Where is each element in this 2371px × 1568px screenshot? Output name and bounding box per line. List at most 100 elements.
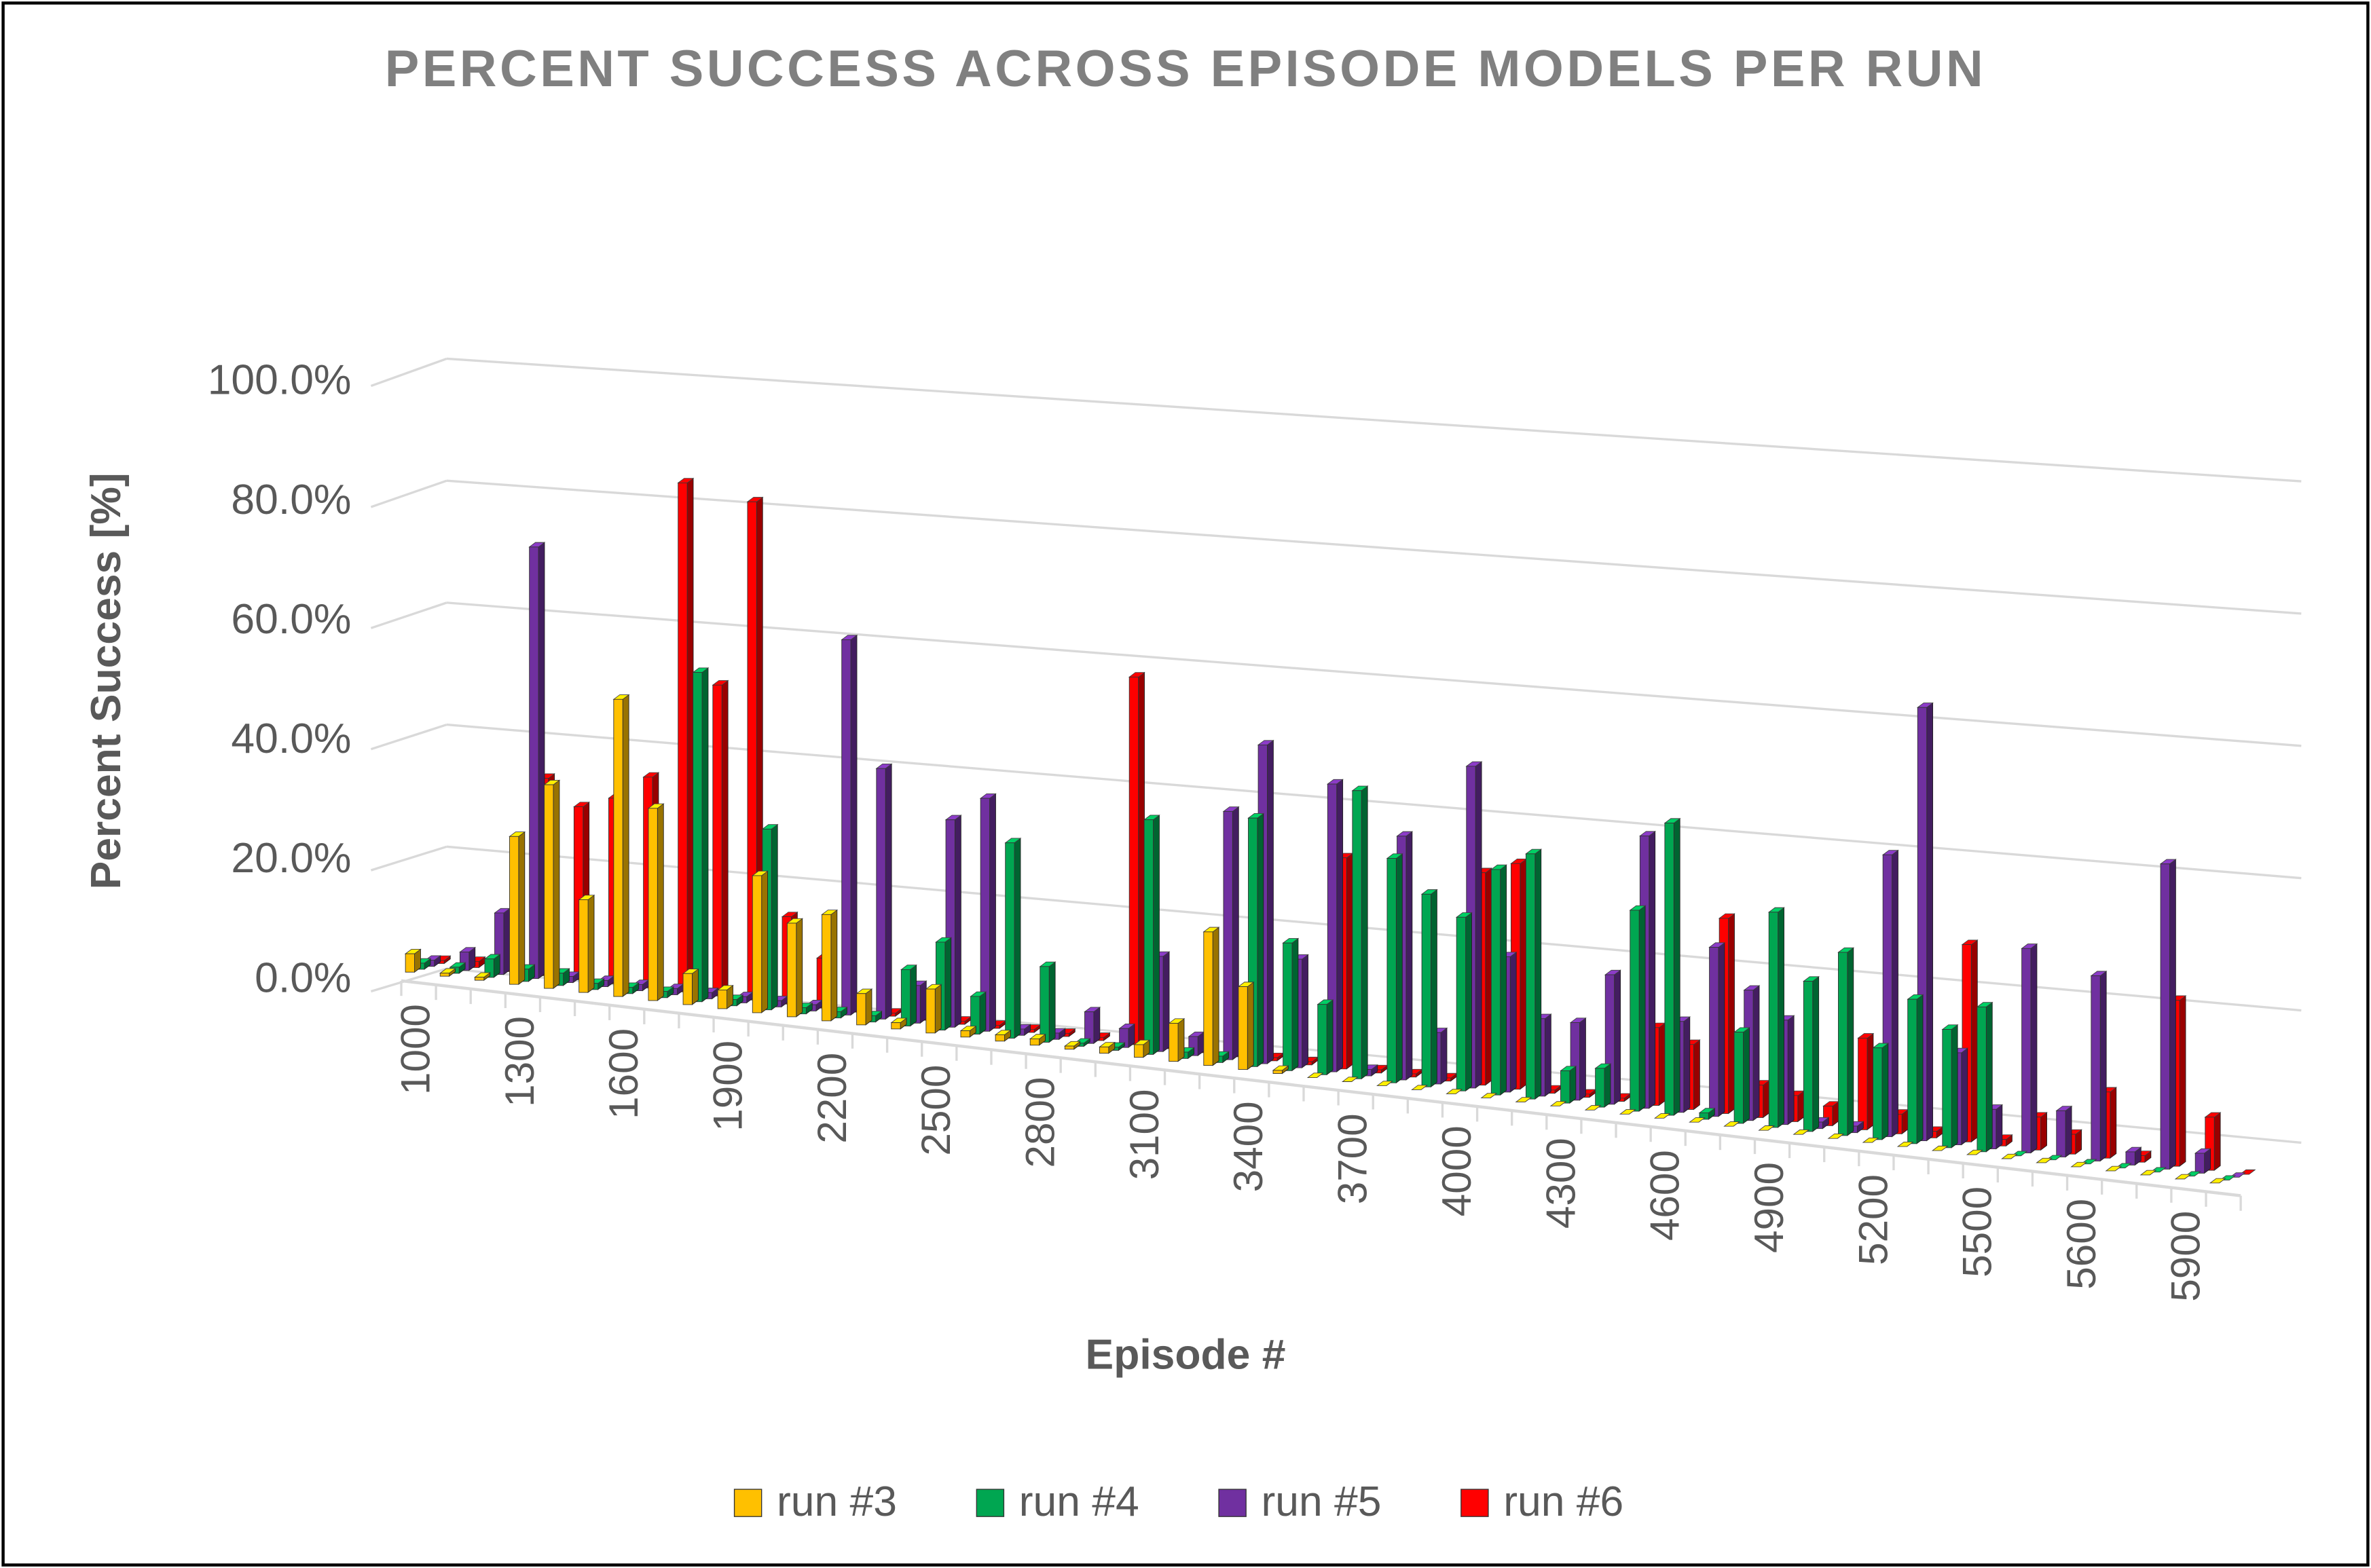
bar [970,991,987,1035]
bar-side [1475,761,1482,1089]
grid-line [370,479,447,508]
bar-front [891,1022,901,1030]
bar-front [1873,1047,1883,1140]
bar [1803,975,1820,1132]
bar-side [1346,853,1353,1070]
bar-side [1153,815,1160,1056]
bar-top [1306,1072,1324,1078]
bar [1351,785,1369,1080]
x-tick-label: 1600 [601,1028,646,1119]
bar-top [1584,1105,1602,1110]
bar [2194,1148,2211,1174]
bar-front [1283,942,1293,1071]
bar [1341,1077,1359,1082]
bar-top [2105,1165,2122,1172]
bar-side [1093,1007,1101,1045]
bar-side [1693,1039,1700,1110]
bar [1222,806,1240,1060]
y-tick-label: 20.0% [231,834,351,882]
bar [821,909,839,1022]
x-tick-label: 3700 [1330,1113,1376,1204]
bar [1664,817,1681,1116]
bar [1525,848,1543,1100]
bar-front [1223,810,1233,1060]
bar [1569,1017,1587,1101]
bar-front [856,993,866,1026]
bar-side [1683,1016,1691,1113]
x-axis-title: Episode # [1086,1331,1286,1379]
bar [1202,927,1220,1066]
bar-front [1272,1070,1283,1074]
grid-line [370,845,447,872]
x-tick-label: 5200 [1850,1174,1896,1265]
bar-front [1421,893,1431,1087]
bar-front [439,973,450,977]
bar-side [721,679,729,997]
bar [1862,1137,1879,1143]
bar-top [2209,1178,2226,1184]
bar-side [1985,1001,1993,1153]
bar [1326,779,1344,1072]
bar [2070,1161,2088,1168]
bar-side [518,831,526,986]
bar-side [1812,975,1820,1132]
bar-front [1942,1029,1952,1149]
bar-side [1718,941,1725,1117]
chart-title: PERCENT SUCCESS ACROSS EPISODE MODELS PE… [385,40,1986,98]
bar [890,1018,908,1030]
x-tick-label: 3100 [1122,1089,1167,1180]
bar-front [1084,1011,1095,1044]
bar [1976,1001,1993,1153]
bar-front [925,988,936,1034]
bar-side [761,870,769,1013]
bar-top [2174,1174,2192,1180]
bar-top [1931,1145,1949,1151]
bar [1594,1063,1612,1108]
bar [1619,1109,1636,1115]
bar-front [1203,931,1213,1066]
bar [1733,1027,1750,1124]
bar [1560,1065,1577,1104]
bar [1099,1041,1116,1054]
bar [1306,1072,1324,1078]
bar-side [2040,1112,2047,1151]
bar [1411,1085,1429,1090]
bar-top [1549,1101,1567,1106]
y-tick-label: 60.0% [231,595,351,643]
bar [528,542,546,979]
bar [612,694,630,997]
bar [2139,1170,2157,1176]
bar-front [960,1030,970,1038]
legend-swatch [1460,1489,1489,1517]
bar-side [830,909,838,1022]
bar [2159,859,2177,1170]
bar-front [474,977,485,981]
bar-side [1048,961,1056,1043]
bar-side [2179,995,2186,1168]
bar [1386,853,1403,1084]
x-tick-label: 1300 [497,1016,543,1107]
bar-side [1787,1015,1795,1125]
bar-top [1966,1149,1983,1155]
bar-side [1996,1104,2003,1150]
bar-top [2139,1170,2157,1176]
bar-front [1099,1046,1109,1054]
bar-top [1653,1113,1671,1119]
bar-side [1291,937,1299,1072]
bar-side [1267,739,1274,1064]
bar-side [2099,970,2107,1162]
bar [1931,1145,1949,1151]
bar-side [1336,779,1344,1072]
bar-side [979,991,987,1035]
bar [578,894,595,993]
bar-top [1896,1141,1914,1147]
bar [543,779,561,989]
bar-front [2125,1151,2135,1165]
bar [2105,1165,2122,1172]
bar-side [2065,1105,2072,1158]
bar-front [1317,1004,1327,1075]
grid-line [370,357,447,388]
bar-side [587,894,595,993]
bar-front [509,836,519,985]
